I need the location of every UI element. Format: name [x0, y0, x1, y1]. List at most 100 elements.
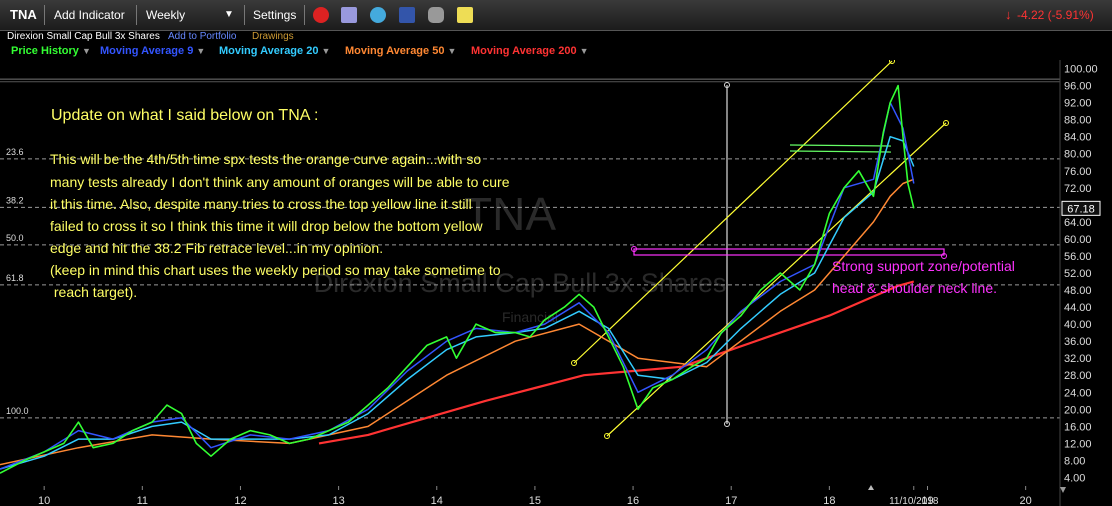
x-tick-label: 17	[725, 495, 737, 506]
twitter-icon[interactable]	[370, 7, 386, 23]
annotation-line-3: it this time. Also, despite many tries t…	[50, 196, 472, 212]
x-tick-label: 16	[627, 495, 639, 506]
y-tick-label: 52.00	[1064, 268, 1092, 280]
annotation-line-7: reach target).	[50, 284, 138, 300]
drawing-handle	[724, 82, 730, 88]
chevron-down-icon: ▼	[196, 46, 206, 56]
chevron-down-icon: ▼	[447, 46, 457, 56]
scroll-arrow-icon[interactable]	[1060, 487, 1066, 493]
chevron-down-icon: ▼	[321, 46, 331, 56]
price-change: -4.22 (-5.91%)	[1017, 8, 1094, 22]
legend-moving-average-50[interactable]: Moving Average 50 ▼	[345, 45, 457, 57]
chevron-down-icon: ▼	[81, 46, 91, 56]
x-tick-label: 10	[38, 495, 50, 506]
annotation-heading: Update on what I said below on TNA :	[51, 107, 319, 124]
fib-level-label: 100.0	[6, 406, 29, 416]
y-tick-label: 8.00	[1064, 455, 1085, 467]
drawing-handle	[724, 421, 730, 427]
top-zone-line	[789, 144, 892, 147]
x-tick-label: 11/10/2018	[889, 496, 939, 506]
y-tick-label: 100.00	[1064, 64, 1098, 76]
y-tick-label: 20.00	[1064, 404, 1092, 416]
y-tick-label: 84.00	[1064, 132, 1092, 144]
x-tick-label: 12	[234, 495, 246, 506]
x-tick-label: 20	[1020, 495, 1032, 506]
y-tick-label: 56.00	[1064, 251, 1092, 263]
toolbar-divider	[136, 5, 137, 25]
date-marker-icon	[868, 485, 874, 490]
y-tick-label: 4.00	[1064, 472, 1085, 484]
drawing-handle	[604, 433, 610, 439]
y-tick-label: 48.00	[1064, 285, 1092, 297]
toolbar: TNA Add Indicator Weekly ▼ Settings ↓ -4…	[0, 0, 1112, 31]
last-price-tag: 67.18	[1061, 200, 1101, 216]
x-tick-label: 19	[921, 495, 933, 506]
legend-price-history[interactable]: Price History ▼	[11, 45, 91, 57]
legend-moving-average-9[interactable]: Moving Average 9 ▼	[100, 45, 206, 57]
toolbar-divider	[244, 5, 245, 25]
binoculars-icon[interactable]	[428, 7, 444, 23]
facebook-icon[interactable]	[399, 7, 415, 23]
upper-channel-line	[573, 60, 893, 364]
add-to-portfolio-link[interactable]: Add to Portfolio	[168, 31, 237, 42]
y-tick-label: 40.00	[1064, 319, 1092, 331]
support-label-line-1: Strong support zone/potential	[832, 258, 1015, 274]
y-tick-label: 24.00	[1064, 387, 1092, 399]
top-zone-line	[789, 150, 892, 153]
note-icon[interactable]	[457, 7, 473, 23]
arrow-down-icon: ↓	[1005, 7, 1012, 22]
subtitle-row: Direxion Small Cap Bull 3x Shares Add to…	[0, 30, 1112, 44]
drawings-link[interactable]: Drawings	[252, 31, 294, 42]
x-tick-label: 18	[823, 495, 835, 506]
indicator-legend: Price History ▼ Moving Average 9 ▼ Movin…	[0, 44, 1112, 60]
watermark-symbol: TNA	[464, 188, 556, 240]
series-price-history	[0, 84, 915, 474]
period-select[interactable]: Weekly	[146, 8, 186, 22]
symbol-label[interactable]: TNA	[10, 7, 37, 22]
alarm-clock-icon[interactable]	[313, 7, 329, 23]
drawing-handle	[631, 246, 637, 252]
last-price-label: 67.18	[1067, 203, 1095, 215]
y-tick-label: 28.00	[1064, 370, 1092, 382]
instrument-name: Direxion Small Cap Bull 3x Shares	[7, 31, 160, 42]
annotation-line-4: failed to cross it so I think this time …	[50, 218, 483, 234]
add-indicator-button[interactable]: Add Indicator	[54, 8, 125, 22]
x-tick-label: 15	[529, 495, 541, 506]
drawing-handle	[941, 253, 947, 259]
y-tick-label: 32.00	[1064, 353, 1092, 365]
legend-moving-average-20[interactable]: Moving Average 20 ▼	[219, 45, 331, 57]
y-tick-label: 72.00	[1064, 183, 1092, 195]
price-chart[interactable]: TNA Direxion Small Cap Bull 3x Shares Fi…	[0, 60, 1112, 506]
y-tick-label: 60.00	[1064, 234, 1092, 246]
series-lines	[0, 84, 915, 474]
annotation-line-6: (keep in mind this chart uses the weekly…	[50, 262, 501, 278]
y-tick-label: 36.00	[1064, 336, 1092, 348]
toolbar-divider	[44, 5, 45, 25]
x-tick-label: 11	[137, 495, 148, 506]
copy-icon[interactable]	[341, 7, 357, 23]
drawing-handle	[889, 60, 895, 64]
trend-drawings[interactable]	[571, 60, 949, 439]
drawing-handle	[571, 360, 577, 366]
chevron-down-icon[interactable]: ▼	[224, 9, 234, 20]
fib-level-label: 50.0	[6, 233, 24, 243]
annotation-line-5: edge and hit the 38.2 Fib retrace level.…	[50, 240, 384, 256]
annotation-line-2: many tests already I don't think any amo…	[50, 174, 510, 190]
annotation-line-1: This will be the 4th/5th time spx tests …	[50, 151, 482, 167]
y-tick-label: 88.00	[1064, 115, 1092, 127]
legend-moving-average-200[interactable]: Moving Average 200 ▼	[471, 45, 589, 57]
y-tick-label: 12.00	[1064, 438, 1092, 450]
toolbar-divider	[304, 5, 305, 25]
series-moving-average-200	[318, 280, 915, 445]
drawing-handle	[943, 120, 949, 126]
y-tick-label: 64.00	[1064, 217, 1092, 229]
support-label-line-2: head & shoulder neck line.	[832, 280, 997, 296]
y-tick-label: 80.00	[1064, 149, 1092, 161]
chart-background	[0, 60, 1112, 506]
fib-level-label: 23.6	[6, 147, 24, 157]
y-tick-label: 16.00	[1064, 421, 1092, 433]
y-tick-label: 44.00	[1064, 302, 1092, 314]
settings-button[interactable]: Settings	[253, 8, 297, 22]
y-tick-label: 96.00	[1064, 81, 1092, 93]
